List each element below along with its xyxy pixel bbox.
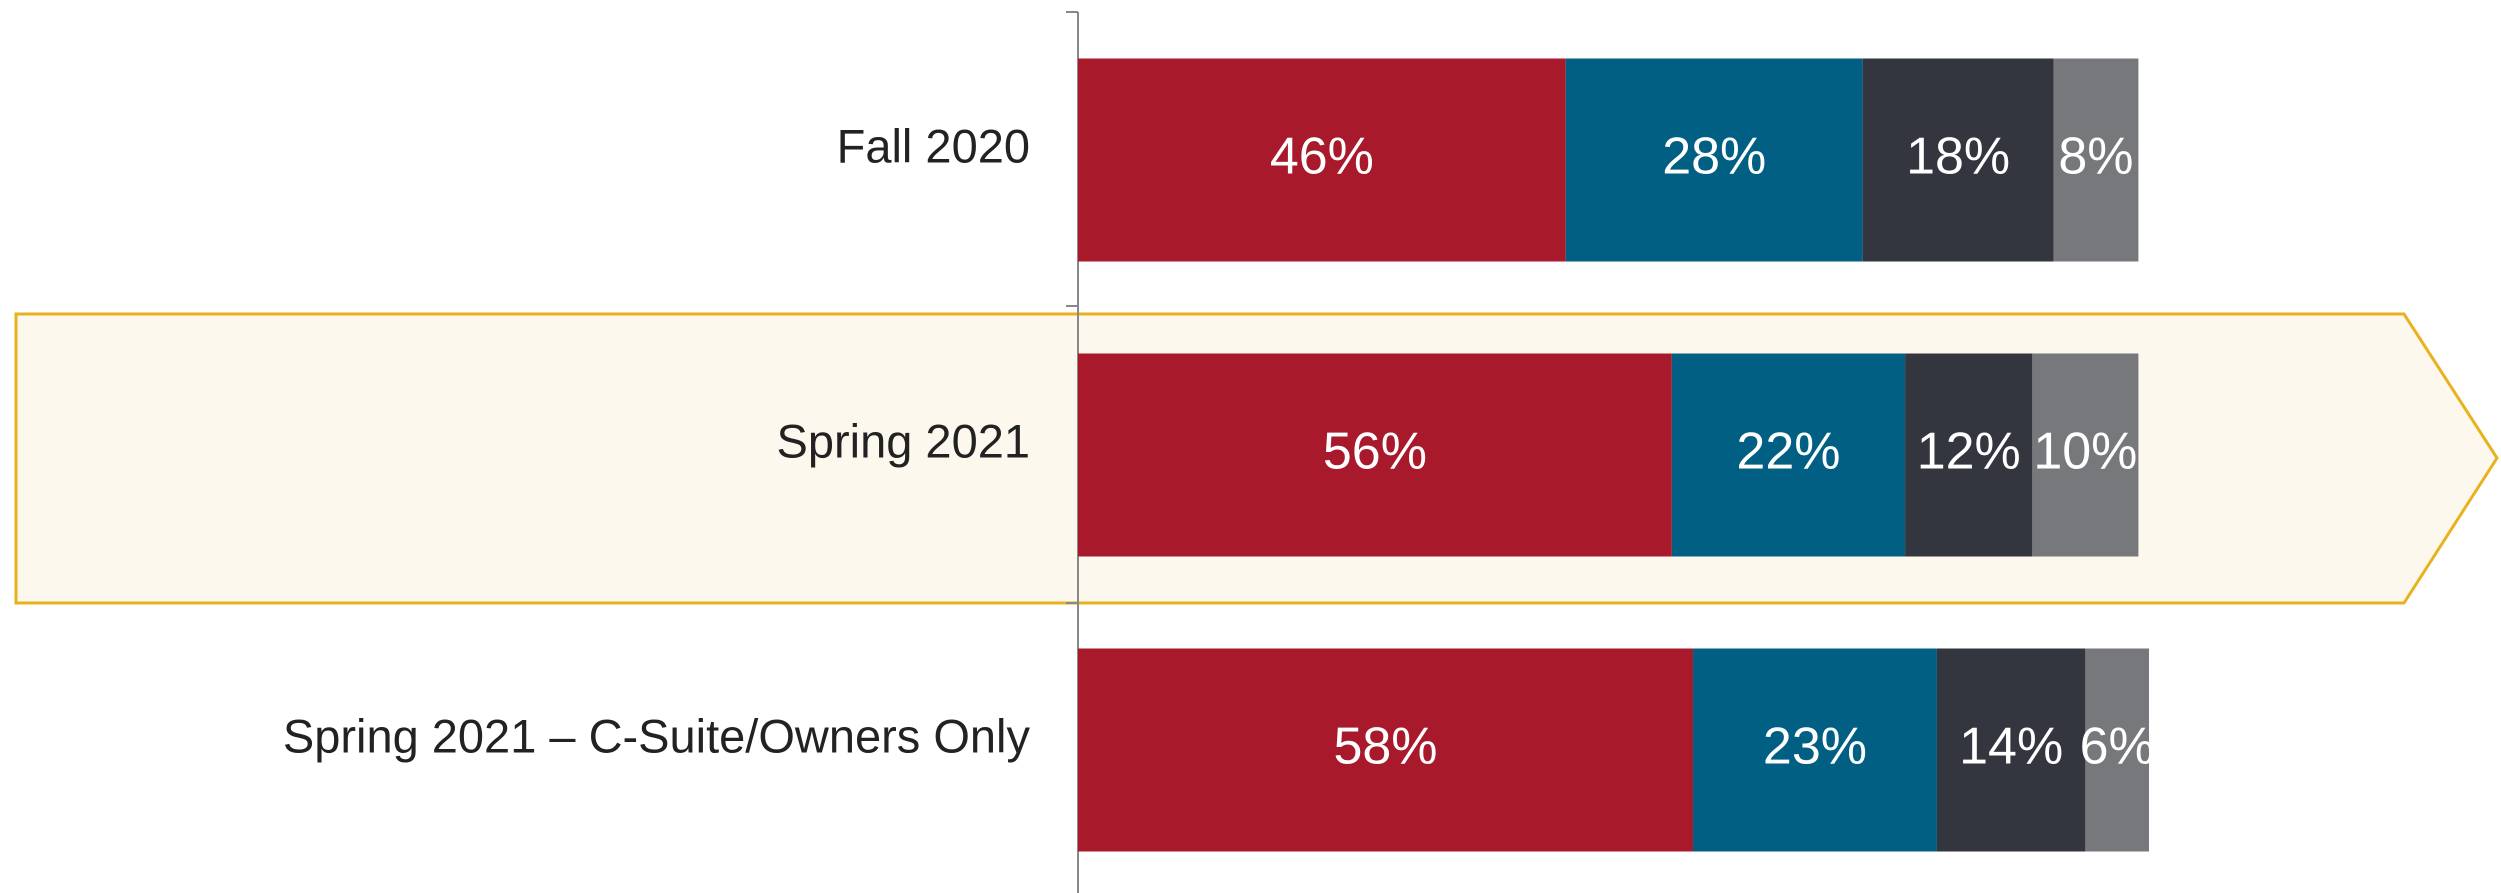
category-label: Spring 2021	[777, 414, 1030, 467]
value-label: 58%	[1333, 718, 1437, 776]
value-label: 22%	[1736, 423, 1840, 481]
value-label: 28%	[1662, 128, 1766, 186]
value-label: 23%	[1763, 718, 1867, 776]
chart: Fall 2020 46% 28% 18% 8% Spring 2021 56% 22% 12%…	[0, 0, 2501, 893]
value-label: 56%	[1323, 423, 1427, 481]
value-label: 46%	[1270, 128, 1374, 186]
value-label: 6%	[2080, 718, 2155, 776]
value-label: 10%	[2033, 423, 2137, 481]
category-label: Spring 2021 – C-Suite/Owners Only	[283, 709, 1031, 762]
value-label: 12%	[1917, 423, 2021, 481]
value-label: 8%	[2058, 128, 2133, 186]
category-label: Fall 2020	[837, 119, 1030, 172]
value-label: 18%	[1906, 128, 2010, 186]
value-label: 14%	[1959, 718, 2063, 776]
